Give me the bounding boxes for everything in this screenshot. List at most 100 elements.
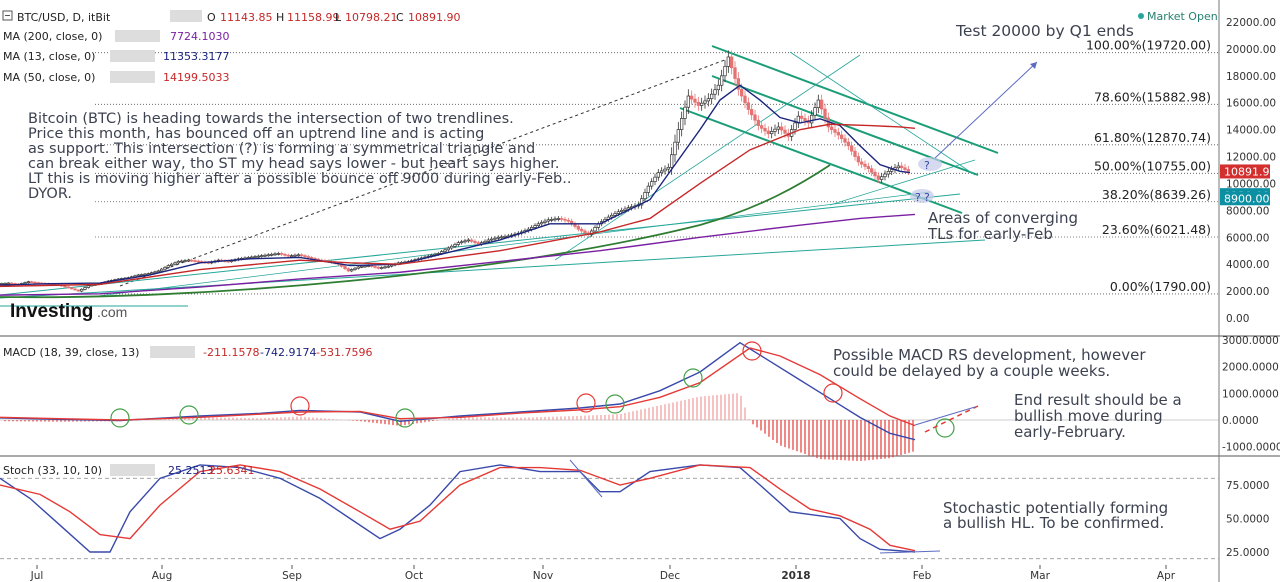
ma13-label: MA (13, close, 0) xyxy=(3,50,95,63)
ma200-label: MA (200, close, 0) xyxy=(3,30,102,43)
candle-body xyxy=(613,213,617,216)
candle-body xyxy=(260,255,264,258)
candle-body xyxy=(176,261,180,264)
x-tick-label: Aug xyxy=(152,570,173,582)
candle-body xyxy=(780,126,784,131)
candle-body xyxy=(710,93,714,100)
triangle-line xyxy=(829,159,976,206)
candle-body xyxy=(156,270,160,273)
macd-cross-bear-1 xyxy=(290,396,310,416)
candle-body xyxy=(820,99,824,110)
uptrend-line-2 xyxy=(0,239,986,299)
candle-body xyxy=(496,236,500,239)
series-line--d xyxy=(0,464,916,552)
ohlc-o-value: 11143.85 xyxy=(220,11,273,24)
candle-body xyxy=(446,247,450,251)
stoch-tick-label: 75.0000 xyxy=(1226,480,1269,492)
main-note: Bitcoin (BTC) is heading towards the int… xyxy=(28,111,571,202)
ma50-settings-icon[interactable] xyxy=(110,71,155,83)
candle-body xyxy=(623,208,627,211)
candle-body xyxy=(850,145,854,152)
axis-layer: Jul Aug Sep Oct Nov Dec 2018 Feb Mar Apr 0.00 2000.… xyxy=(30,17,1280,582)
intersection-marker xyxy=(918,157,942,171)
macd-label: MACD (18, 39, close, 13) xyxy=(3,346,139,359)
candle-body xyxy=(580,228,584,232)
ohlc-c-label: C xyxy=(396,11,404,24)
price-tick-label: 0.00 xyxy=(1226,313,1249,325)
candle-body xyxy=(470,239,474,242)
candle-body xyxy=(300,254,304,257)
candle-body xyxy=(266,254,270,257)
candle-body xyxy=(856,156,860,163)
candle-body xyxy=(533,225,537,228)
macd-cross-bear-3 xyxy=(742,341,762,361)
candle-body xyxy=(793,122,797,130)
candle-body xyxy=(680,118,684,130)
candle-body xyxy=(30,281,34,284)
candle-body xyxy=(853,150,857,157)
candle-body xyxy=(76,289,80,292)
candle-body xyxy=(380,267,384,269)
legend-settings-icon[interactable] xyxy=(170,10,202,22)
candle-body xyxy=(843,138,847,143)
candle-body xyxy=(706,98,710,102)
candle-body xyxy=(700,102,704,106)
fib-level-label: 100.00%(19720.00) xyxy=(1086,38,1211,53)
macd-tick-label: 1000.0000 xyxy=(1222,388,1279,400)
ma13-settings-icon[interactable] xyxy=(110,50,155,62)
ma200-settings-icon[interactable] xyxy=(115,30,160,42)
candle-body xyxy=(73,288,77,291)
candle-body xyxy=(150,272,154,275)
macd-cross-bull-4 xyxy=(605,394,625,414)
candle-body xyxy=(196,260,200,263)
macd-settings-icon[interactable] xyxy=(150,346,195,358)
price-badge-label: 8900.00 xyxy=(1224,192,1270,205)
candle-body xyxy=(643,192,647,200)
candle-body xyxy=(776,126,780,130)
candle-body xyxy=(536,223,540,226)
candle-body xyxy=(490,238,494,241)
candle-body xyxy=(663,168,667,172)
candle-body xyxy=(370,265,374,267)
brand-logo-suffix: .com xyxy=(97,304,127,320)
candle-body xyxy=(343,266,347,270)
symbol-title: BTC/USD, D, itBit xyxy=(17,11,111,24)
price-tick-label: 20000.00 xyxy=(1226,44,1276,56)
candle-body xyxy=(10,282,14,285)
main-note-line-2: Price this month, has bounced off an upt… xyxy=(28,126,484,142)
stoch-settings-icon[interactable] xyxy=(110,464,155,476)
stoch-hl-line-1 xyxy=(569,459,603,498)
candle-body xyxy=(813,107,817,116)
collapse-icon[interactable] xyxy=(2,10,13,21)
candle-body xyxy=(293,254,297,257)
candle-body xyxy=(866,166,870,170)
market-status-dot xyxy=(1138,13,1144,19)
candle-body xyxy=(863,163,867,167)
candle-body xyxy=(670,154,674,168)
candle-body xyxy=(303,255,307,258)
candle-body xyxy=(846,141,850,147)
candle-body xyxy=(463,240,467,243)
price-tick-label: 2000.00 xyxy=(1226,286,1269,298)
candle-body xyxy=(253,256,257,258)
price-tick-label: 6000.00 xyxy=(1226,232,1269,244)
ohlc-o-label: O xyxy=(207,11,216,24)
ma-200-highlight xyxy=(0,164,831,299)
candle-body xyxy=(833,129,837,133)
candle-body xyxy=(743,95,747,104)
stoch-tick-label: 25.0000 xyxy=(1226,547,1269,559)
candle-body xyxy=(750,109,754,116)
candle-body xyxy=(840,134,844,139)
candle-body xyxy=(276,253,280,255)
candle-body xyxy=(803,118,807,122)
macd-end-line-3: early-February. xyxy=(1014,423,1126,441)
candle-body xyxy=(443,249,447,252)
price-badge-label: 10891.90 xyxy=(1224,165,1277,178)
stoch-tick-label: 50.0000 xyxy=(1226,514,1269,526)
candle-body xyxy=(296,254,300,257)
candle-body xyxy=(473,240,477,244)
candle-body xyxy=(263,254,267,257)
candle-body xyxy=(383,266,387,269)
candle-body xyxy=(170,263,174,266)
